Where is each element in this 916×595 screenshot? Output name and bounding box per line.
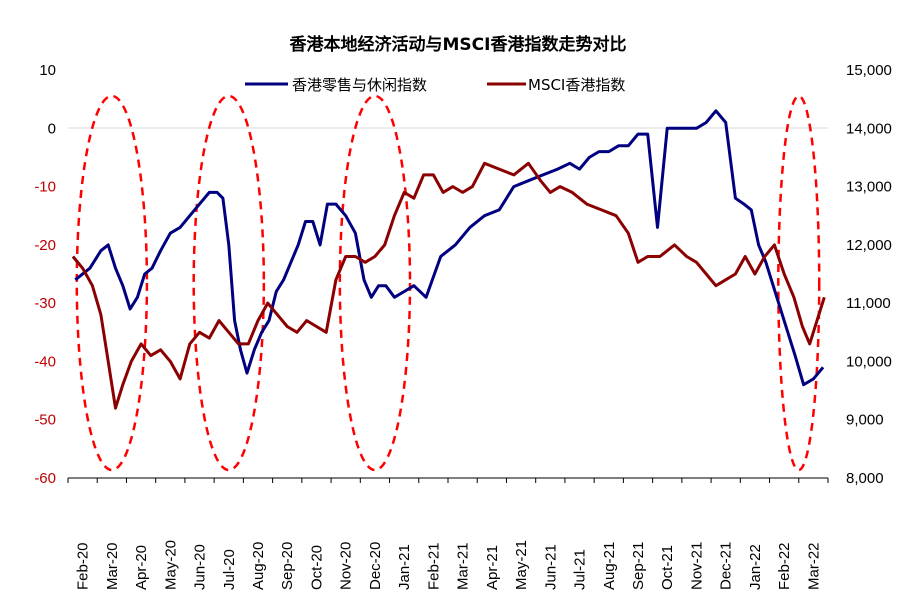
right-tick-label: 11,000 xyxy=(846,295,891,312)
right-axis: 15,000 14,000 13,000 12,000 11,000 10,000 9,00… xyxy=(846,62,892,487)
highlight-ellipse xyxy=(192,94,266,472)
x-tick-label: Mar-20 xyxy=(104,542,121,590)
left-tick-label: -40 xyxy=(34,353,56,370)
left-tick-label: -60 xyxy=(34,470,56,487)
left-tick-label: -10 xyxy=(34,179,56,196)
highlight-ellipses xyxy=(75,94,821,472)
x-tick-label: Aug-21 xyxy=(601,542,618,590)
right-tick-label: 10,000 xyxy=(846,353,892,370)
x-tick-label: Apr-21 xyxy=(484,545,501,590)
x-tick-label: Nov-21 xyxy=(688,542,705,590)
right-tick-label: 14,000 xyxy=(846,120,892,137)
right-tick-label: 8,000 xyxy=(846,470,884,487)
x-tick-label: Dec-21 xyxy=(718,542,735,590)
x-tick-label: Mar-21 xyxy=(455,542,472,590)
left-axis: 10 0 -10 -20 -30 -40 -50 -60 xyxy=(34,62,56,487)
series-line-msci-hk xyxy=(71,161,826,410)
right-tick-label: 12,000 xyxy=(846,237,892,254)
left-tick-label: -50 xyxy=(34,412,56,429)
legend-label-retail: 香港零售与休闲指数 xyxy=(292,76,427,94)
x-tick-label: Apr-20 xyxy=(133,545,150,590)
right-tick-label: 15,000 xyxy=(846,62,892,79)
x-tick-label: May-21 xyxy=(513,540,530,590)
x-tick-label: Feb-21 xyxy=(425,542,442,590)
x-tick-label: Mar-22 xyxy=(805,542,822,590)
x-tick-label: Oct-20 xyxy=(308,545,325,590)
x-tick-label: Sep-20 xyxy=(279,542,296,590)
left-tick-label: -30 xyxy=(34,295,56,312)
x-tick-label: Nov-20 xyxy=(338,542,355,590)
right-tick-label: 13,000 xyxy=(846,179,892,196)
x-tick-label: Aug-20 xyxy=(250,542,267,590)
right-tick-label: 9,000 xyxy=(846,412,884,429)
left-tick-label: 10 xyxy=(39,62,56,79)
series-layer xyxy=(71,109,826,410)
x-tick-label: Feb-22 xyxy=(776,542,793,590)
legend-label-msci: MSCI香港指数 xyxy=(528,76,625,94)
x-tick-label: Jan-22 xyxy=(747,544,764,590)
highlight-ellipse xyxy=(338,94,412,472)
x-tick-label: Dec-20 xyxy=(367,542,384,590)
highlight-ellipse xyxy=(777,94,821,472)
highlight-ellipse xyxy=(75,94,149,472)
x-tick-label: Feb-20 xyxy=(75,542,92,590)
left-tick-label: 0 xyxy=(48,120,56,137)
chart-title: 香港本地经济活动与MSCI香港指数走势对比 xyxy=(290,34,627,55)
legend: 香港零售与休闲指数 MSCI香港指数 xyxy=(245,76,625,94)
x-tick-label: Jun-21 xyxy=(542,544,559,590)
x-tick-label: May-20 xyxy=(162,540,179,590)
x-tick-label: Jan-21 xyxy=(396,544,413,590)
x-tick-label: Jul-21 xyxy=(572,549,589,590)
x-tick-label: Oct-21 xyxy=(659,545,676,590)
left-tick-label: -20 xyxy=(34,237,56,254)
x-tick-label: Jul-20 xyxy=(221,549,238,590)
x-tick-label: Sep-21 xyxy=(630,542,647,590)
series-line-retail-leisure xyxy=(74,109,825,387)
x-tick-label: Jun-20 xyxy=(192,544,209,590)
x-axis: Feb-20 Mar-20 Apr-20 May-20 Jun-20 Jul-20 Aug-… xyxy=(67,477,829,590)
